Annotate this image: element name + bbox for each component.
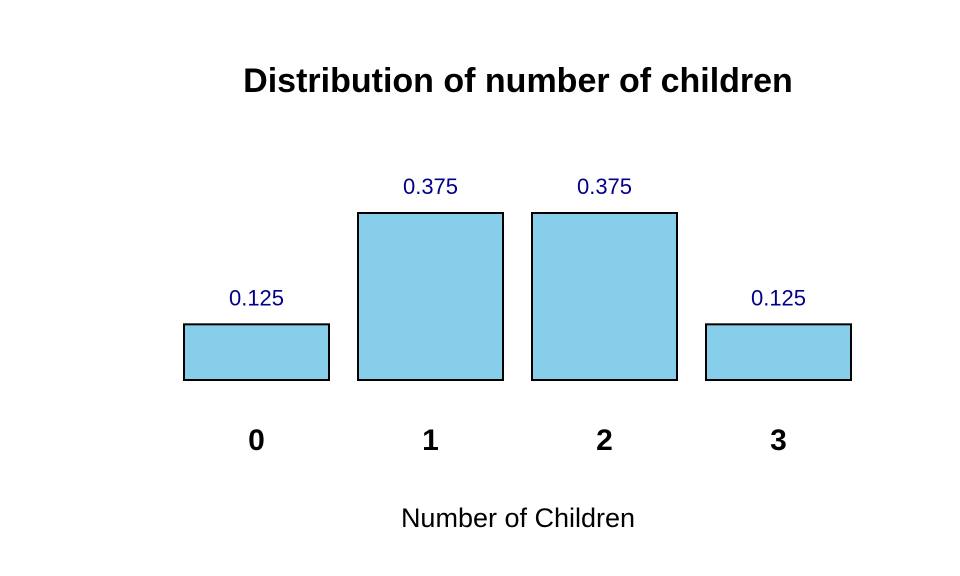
value-labels-layer: 0.125 0.375 0.375 0.125 xyxy=(229,174,806,310)
value-label-3: 0.125 xyxy=(751,285,806,310)
bar-1 xyxy=(357,212,504,381)
bar-3 xyxy=(705,323,852,382)
x-tick-label-1: 1 xyxy=(422,424,439,457)
x-tick-label-0: 0 xyxy=(248,424,265,457)
bar-0 xyxy=(183,323,330,382)
value-label-2: 0.375 xyxy=(577,174,632,199)
chart-title: Distribution of number of children xyxy=(243,62,793,100)
bar-2 xyxy=(531,212,678,381)
value-label-1: 0.375 xyxy=(403,174,458,199)
x-tick-labels: 0 1 2 3 xyxy=(248,424,787,457)
x-tick-label-2: 2 xyxy=(596,424,613,457)
x-tick-label-3: 3 xyxy=(770,424,787,457)
x-axis-label: Number of Children xyxy=(401,503,635,533)
bars-layer xyxy=(183,212,852,382)
value-label-0: 0.125 xyxy=(229,285,284,310)
